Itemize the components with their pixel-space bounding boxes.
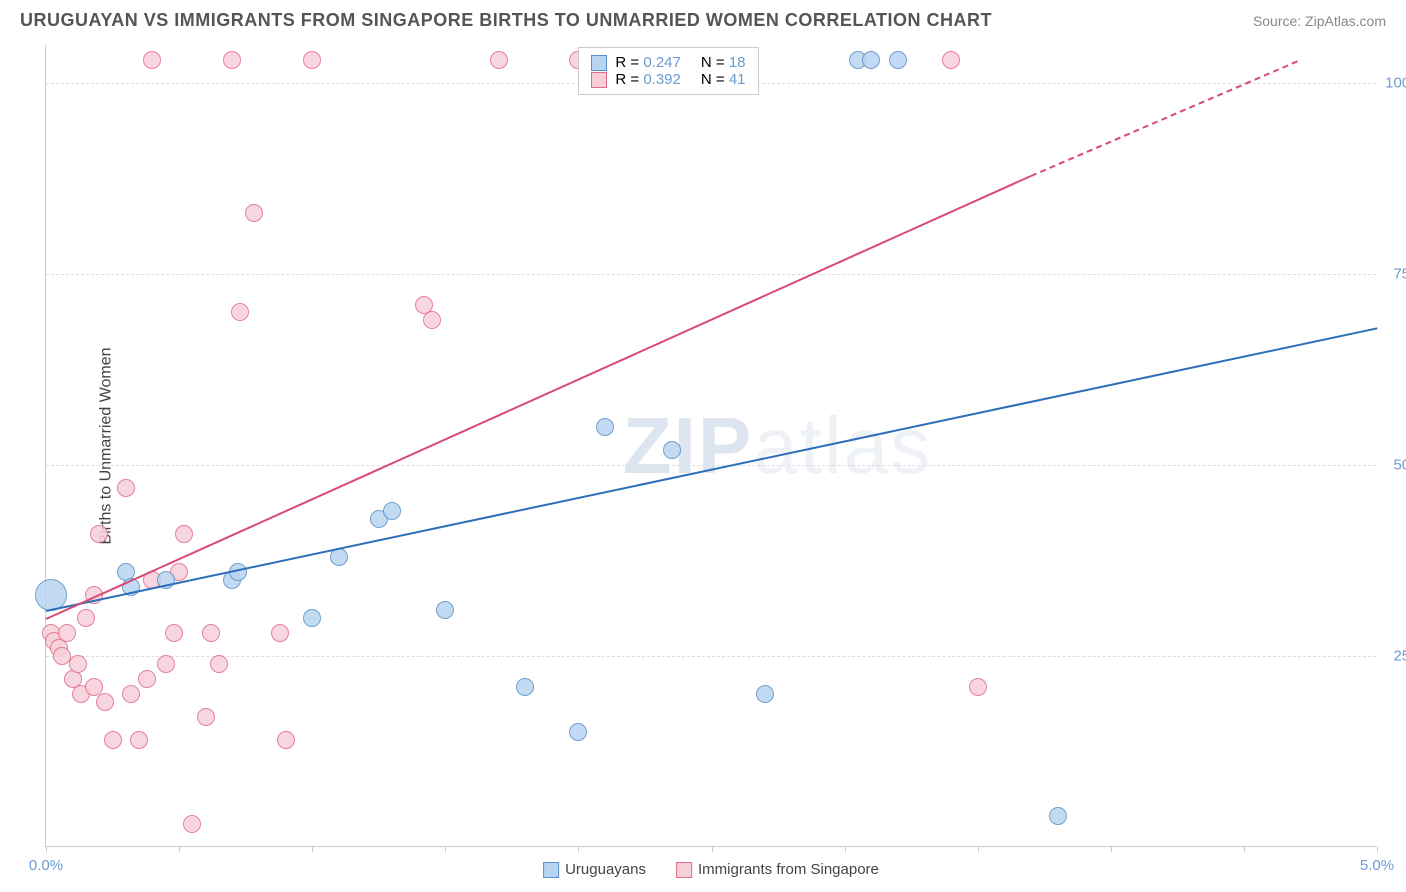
x-tick (1111, 846, 1112, 852)
data-point (942, 51, 960, 69)
data-point (516, 678, 534, 696)
data-point (210, 655, 228, 673)
data-point (96, 693, 114, 711)
x-tick (1377, 846, 1378, 852)
data-point (104, 731, 122, 749)
data-point (1049, 807, 1067, 825)
x-tick (1244, 846, 1245, 852)
data-point (202, 624, 220, 642)
legend-item: Immigrants from Singapore (676, 861, 879, 878)
x-tick (845, 846, 846, 852)
correlation-legend: R = 0.247N = 18R = 0.392N = 41 (578, 47, 758, 95)
data-point (277, 731, 295, 749)
data-point (663, 441, 681, 459)
trend-line (46, 328, 1377, 613)
x-tick (978, 846, 979, 852)
x-tick (578, 846, 579, 852)
data-point (157, 655, 175, 673)
data-point (130, 731, 148, 749)
data-point (183, 815, 201, 833)
x-tick (445, 846, 446, 852)
data-point (756, 685, 774, 703)
x-tick-label: 5.0% (1360, 857, 1394, 874)
legend-swatch (543, 862, 559, 878)
data-point (90, 525, 108, 543)
x-tick (179, 846, 180, 852)
y-tick-label: 25.0% (1393, 648, 1406, 665)
y-tick-label: 75.0% (1393, 266, 1406, 283)
y-tick-label: 50.0% (1393, 457, 1406, 474)
data-point (58, 624, 76, 642)
legend-swatch (591, 55, 607, 71)
trend-line (1031, 60, 1298, 176)
x-tick (312, 846, 313, 852)
data-point (271, 624, 289, 642)
data-point (117, 479, 135, 497)
data-point (490, 51, 508, 69)
trend-line (46, 175, 1032, 620)
data-point (862, 51, 880, 69)
series-legend: Uruguayans Immigrants from Singapore (543, 861, 879, 878)
source-attribution: Source: ZipAtlas.com (1253, 13, 1386, 29)
gridline (46, 656, 1376, 657)
data-point (69, 655, 87, 673)
data-point (122, 685, 140, 703)
data-point (175, 525, 193, 543)
legend-row: R = 0.392N = 41 (591, 71, 745, 88)
x-tick-label: 0.0% (29, 857, 63, 874)
data-point (138, 670, 156, 688)
x-tick (712, 846, 713, 852)
data-point (77, 609, 95, 627)
data-point (165, 624, 183, 642)
data-point (303, 51, 321, 69)
data-point (569, 723, 587, 741)
data-point (303, 609, 321, 627)
data-point (889, 51, 907, 69)
chart-title: URUGUAYAN VS IMMIGRANTS FROM SINGAPORE B… (20, 10, 992, 31)
x-tick (46, 846, 47, 852)
legend-item: Uruguayans (543, 861, 646, 878)
legend-label: Immigrants from Singapore (698, 861, 879, 878)
data-point (969, 678, 987, 696)
legend-swatch (591, 72, 607, 88)
data-point (223, 51, 241, 69)
gridline (46, 274, 1376, 275)
data-point (423, 311, 441, 329)
data-point (245, 204, 263, 222)
legend-row: R = 0.247N = 18 (591, 54, 745, 71)
legend-label: Uruguayans (565, 861, 646, 878)
data-point (231, 303, 249, 321)
gridline (46, 465, 1376, 466)
legend-swatch (676, 862, 692, 878)
data-point (436, 601, 454, 619)
data-point (596, 418, 614, 436)
data-point (383, 502, 401, 520)
data-point (197, 708, 215, 726)
y-tick-label: 100.0% (1385, 75, 1406, 92)
data-point (143, 51, 161, 69)
scatter-chart: ZIPatlas 25.0%50.0%75.0%100.0%0.0%5.0%R … (45, 45, 1376, 847)
